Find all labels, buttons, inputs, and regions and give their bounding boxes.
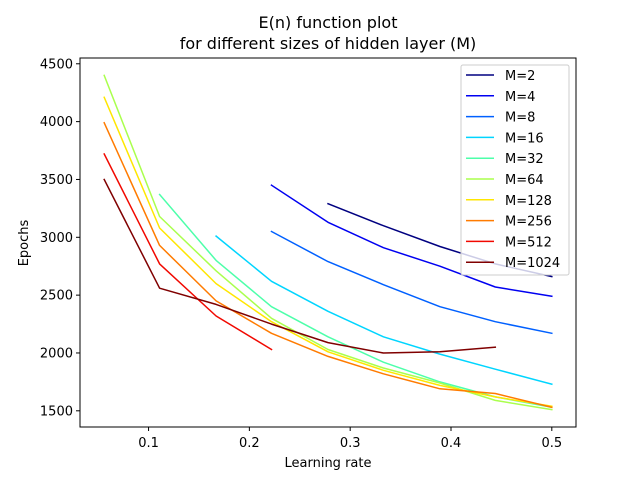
legend: M=2 M=4 M=8 M=16 M=32 M=64 M=128 M=256 M=512 M=10… (460, 64, 570, 276)
chart-title-line-1: E(n) function plot (259, 13, 398, 32)
legend-label: M=256 (505, 215, 552, 230)
legend-label: M=4 (505, 90, 535, 105)
y-tick-label: 1500 (40, 404, 73, 419)
x-tick-label: 0.4 (441, 436, 462, 451)
legend-label: M=128 (505, 194, 552, 209)
y-axis-label: Epochs (17, 219, 32, 266)
y-tick-label: 4000 (40, 115, 73, 130)
y-tick-label: 3500 (40, 173, 73, 188)
legend-label: M=32 (505, 152, 544, 167)
y-tick-label: 4500 (40, 57, 73, 72)
chart-title-line-2: for different sizes of hidden layer (M) (180, 34, 477, 53)
legend-label: M=2 (505, 69, 535, 84)
series-line-m-8 (270, 230, 553, 335)
legend-label: M=1024 (505, 256, 560, 271)
legend-label: M=64 (505, 173, 544, 188)
series-line-m-512 (103, 152, 273, 351)
x-tick-label: 0.5 (541, 436, 562, 451)
legend-label: M=16 (505, 131, 544, 146)
y-tick-label: 3000 (40, 231, 73, 246)
series-line-m-4 (270, 184, 553, 298)
x-axis-label: Learning rate (285, 456, 372, 471)
legend-label: M=512 (505, 235, 552, 250)
x-axis-ticks: 0.1 0.2 0.3 0.4 0.5 (138, 427, 562, 451)
x-tick-label: 0.3 (340, 436, 361, 451)
y-axis-ticks: 1500 2000 2500 3000 3500 4000 4500 (40, 57, 80, 419)
series-line-m-128 (103, 96, 553, 408)
x-tick-label: 0.1 (138, 436, 159, 451)
y-tick-label: 2500 (40, 289, 73, 304)
plot-frame (79, 57, 577, 428)
series-layer (103, 74, 553, 411)
series-line-m-16 (215, 235, 553, 386)
x-tick-label: 0.2 (239, 436, 260, 451)
legend-frame (460, 64, 570, 276)
series-line-m-256 (103, 121, 553, 409)
series-line-m-1024 (103, 178, 497, 354)
series-line-m-64 (103, 74, 553, 411)
legend-label: M=8 (505, 111, 535, 126)
y-tick-label: 2000 (40, 346, 73, 361)
